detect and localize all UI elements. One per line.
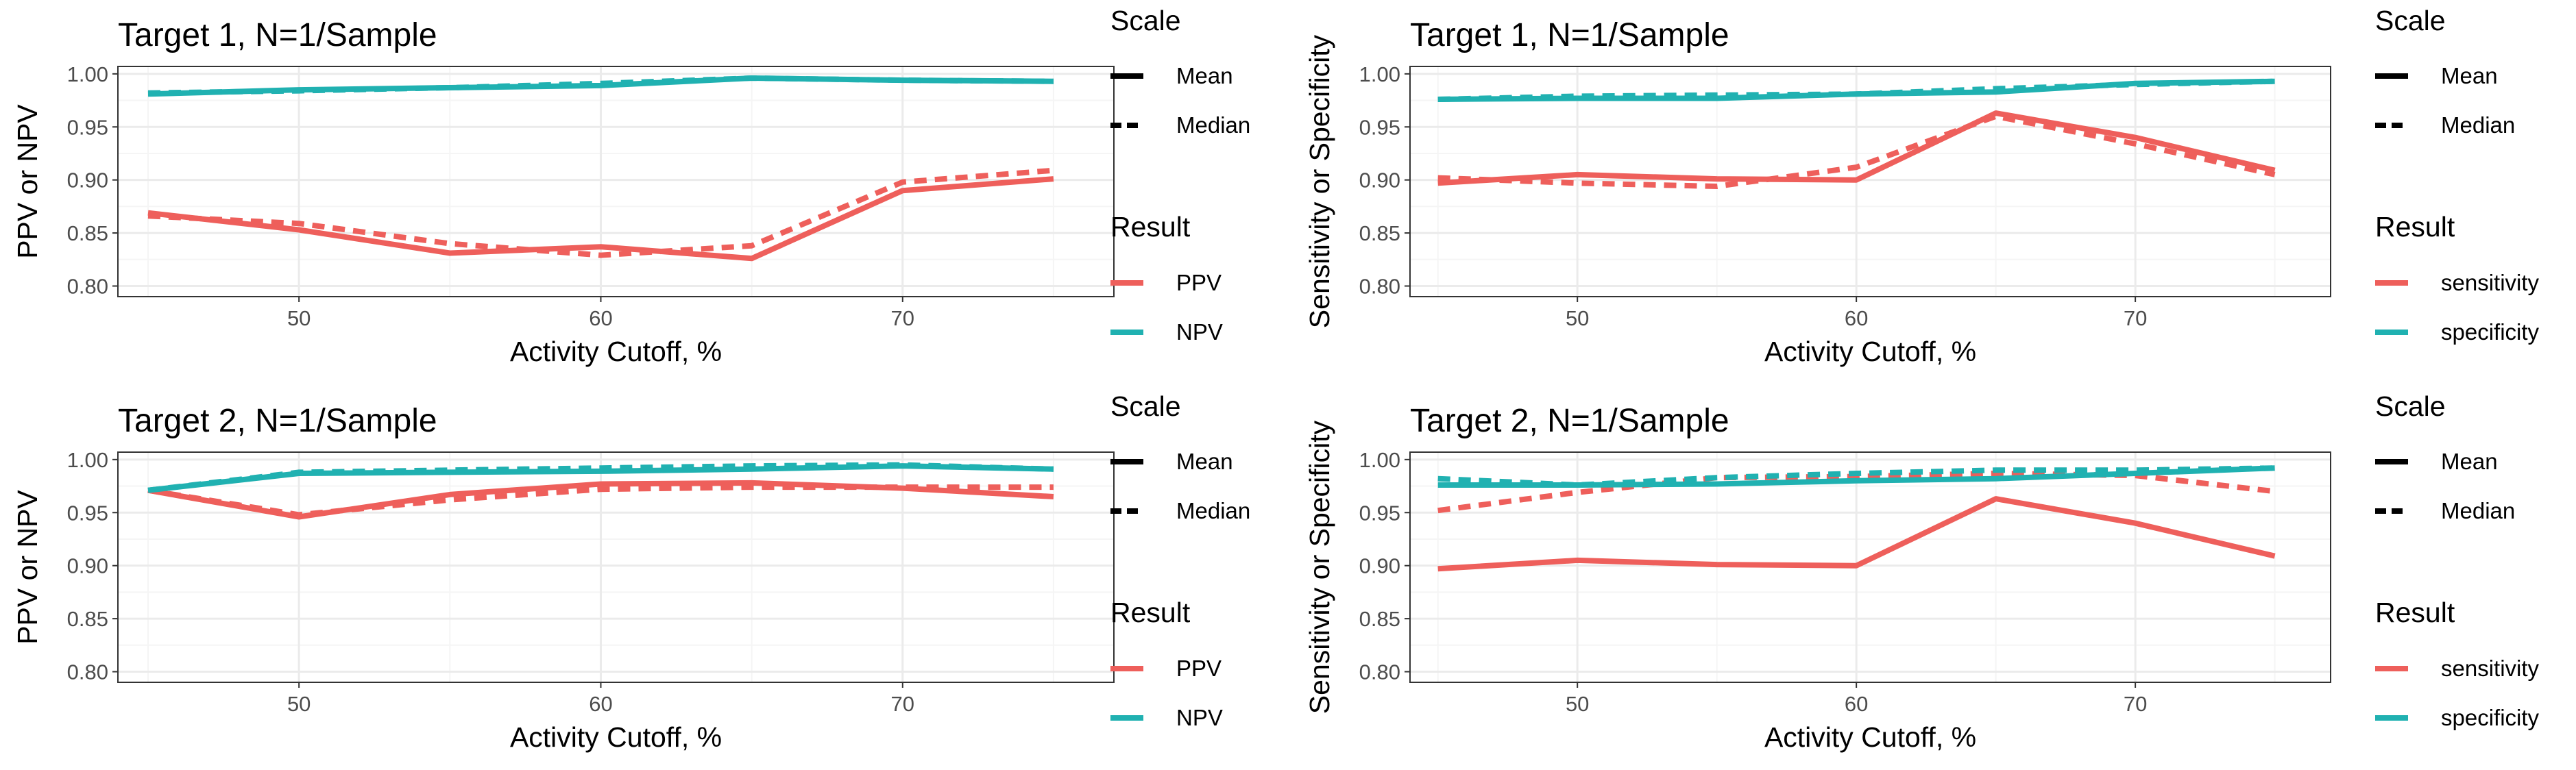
legend-label-mean: Mean	[1176, 63, 1233, 88]
legend-title-scale: Scale	[1110, 390, 1181, 422]
series-line-npv-median	[147, 75, 1054, 96]
y-axis-label: Sensitivity or Specificity	[1304, 34, 1335, 328]
y-tick-label: 0.85	[1359, 607, 1400, 631]
x-tick-label: 60	[589, 692, 612, 716]
x-tick-label: 50	[1566, 692, 1589, 716]
series-line-ppv-median	[147, 167, 1054, 258]
x-axis-label: Activity Cutoff, %	[510, 721, 722, 753]
y-tick-label: 0.80	[67, 275, 108, 299]
series-line-sensitivity-mean	[1437, 496, 2276, 572]
series-line-specificity-median	[1437, 78, 2275, 102]
x-tick-label: 60	[1845, 692, 1868, 716]
chart-title: Target 2, N=1/Sample	[118, 403, 437, 439]
plot-border	[1409, 66, 2331, 297]
y-tick-label: 0.80	[67, 660, 108, 684]
y-tick-label: 1.00	[67, 62, 108, 86]
plot-border	[1409, 451, 2331, 683]
legend: Scale Mean Median Result sensitivity specific…	[2375, 390, 2540, 730]
legend-label-mean: Mean	[2441, 449, 2498, 474]
legend-label-median: Median	[2441, 498, 2515, 523]
legend-label-mean: Mean	[1176, 449, 1233, 474]
x-axis-label: Activity Cutoff, %	[1764, 721, 1976, 753]
legend-label-specificity: specificity	[2441, 705, 2540, 730]
series-line-ppv-mean	[147, 176, 1054, 262]
legend-label-mean: Mean	[2441, 63, 2498, 88]
series-line-sensitivity-mean	[1437, 110, 2276, 186]
legend: Scale Mean Median Result PPV NPV	[1110, 5, 1250, 345]
x-tick-label: 70	[891, 692, 914, 716]
plot-background	[1410, 452, 2331, 682]
x-tick-label: 60	[589, 306, 612, 330]
y-tick-label: 0.95	[1359, 115, 1400, 139]
y-tick-label: 1.00	[1359, 448, 1400, 472]
legend-title-scale: Scale	[2375, 390, 2446, 422]
chart-title: Target 1, N=1/Sample	[118, 17, 437, 53]
series-line-ppv-median	[147, 484, 1054, 518]
y-tick-label: 0.95	[1359, 501, 1400, 525]
legend-title-result: Result	[2375, 597, 2455, 628]
y-axis-label: PPV or NPV	[12, 490, 43, 645]
x-axis-label: Activity Cutoff, %	[1764, 336, 1976, 367]
y-tick-label: 0.90	[1359, 169, 1400, 192]
series-line-sensitivity-median	[1437, 113, 2276, 189]
y-tick-label: 1.00	[67, 448, 108, 472]
x-tick-label: 50	[287, 306, 311, 330]
chart-title: Target 2, N=1/Sample	[1410, 403, 1729, 439]
y-axis-label: PPV or NPV	[12, 104, 43, 259]
series-line-specificity-median	[1437, 465, 2275, 488]
x-axis-label: Activity Cutoff, %	[510, 336, 722, 367]
legend-title-result: Result	[1110, 211, 1191, 243]
x-tick-label: 70	[2124, 306, 2147, 330]
legend-label-npv: NPV	[1176, 319, 1223, 345]
y-tick-label: 0.95	[67, 115, 108, 139]
y-tick-label: 0.80	[1359, 275, 1400, 299]
legend-label-sensitivity: sensitivity	[2441, 656, 2540, 681]
legend-label-specificity: specificity	[2441, 319, 2540, 345]
series-line-specificity-mean	[1437, 465, 2275, 488]
legend-label-median: Median	[1176, 498, 1250, 523]
y-tick-label: 0.90	[1359, 554, 1400, 578]
chart-panel-1: 0.80 0.85 0.90 0.95 1.00 50 60 70 Target 1, N=1/…	[12, 5, 1250, 367]
y-tick-label: 0.85	[1359, 221, 1400, 245]
plot-background	[118, 66, 1114, 297]
legend-title-scale: Scale	[1110, 5, 1181, 36]
legend-label-median: Median	[1176, 112, 1250, 138]
x-tick-label: 70	[891, 306, 914, 330]
plot-border	[117, 451, 1115, 683]
legend-label-sensitivity: sensitivity	[2441, 270, 2540, 295]
series-line-npv-median	[147, 462, 1054, 493]
legend-label-ppv: PPV	[1176, 656, 1222, 681]
legend-label-median: Median	[2441, 112, 2515, 138]
y-axis-label: Sensitivity or Specificity	[1304, 420, 1335, 714]
y-tick-label: 0.80	[1359, 660, 1400, 684]
legend: Scale Mean Median Result PPV NPV	[1110, 390, 1250, 730]
legend-title-scale: Scale	[2375, 5, 2446, 36]
legend-label-npv: NPV	[1176, 705, 1223, 730]
legend-label-ppv: PPV	[1176, 270, 1222, 295]
chart-title: Target 1, N=1/Sample	[1410, 17, 1729, 53]
y-tick-label: 0.85	[67, 607, 108, 631]
y-tick-label: 0.95	[67, 501, 108, 525]
y-tick-label: 0.90	[67, 169, 108, 192]
y-tick-label: 1.00	[1359, 62, 1400, 86]
y-tick-label: 0.90	[67, 554, 108, 578]
chart-panel-4: 0.80 0.85 0.90 0.95 1.00 50 60 70 Target 2, N=1/…	[1304, 390, 2540, 753]
legend-title-result: Result	[2375, 211, 2455, 243]
x-tick-label: 50	[287, 692, 311, 716]
legend-title-result: Result	[1110, 597, 1191, 628]
x-tick-label: 50	[1566, 306, 1589, 330]
legend: Scale Mean Median Result sensitivity specific…	[2375, 5, 2540, 345]
chart-panel-2: 0.80 0.85 0.90 0.95 1.00 50 60 70 Target 1, N=1/…	[1304, 5, 2540, 367]
chart-panel-3: 0.80 0.85 0.90 0.95 1.00 50 60 70 Target 2, N=1/…	[12, 390, 1250, 753]
x-tick-label: 70	[2124, 692, 2147, 716]
y-tick-label: 0.85	[67, 221, 108, 245]
plot-border	[117, 66, 1115, 297]
x-tick-label: 60	[1845, 306, 1868, 330]
